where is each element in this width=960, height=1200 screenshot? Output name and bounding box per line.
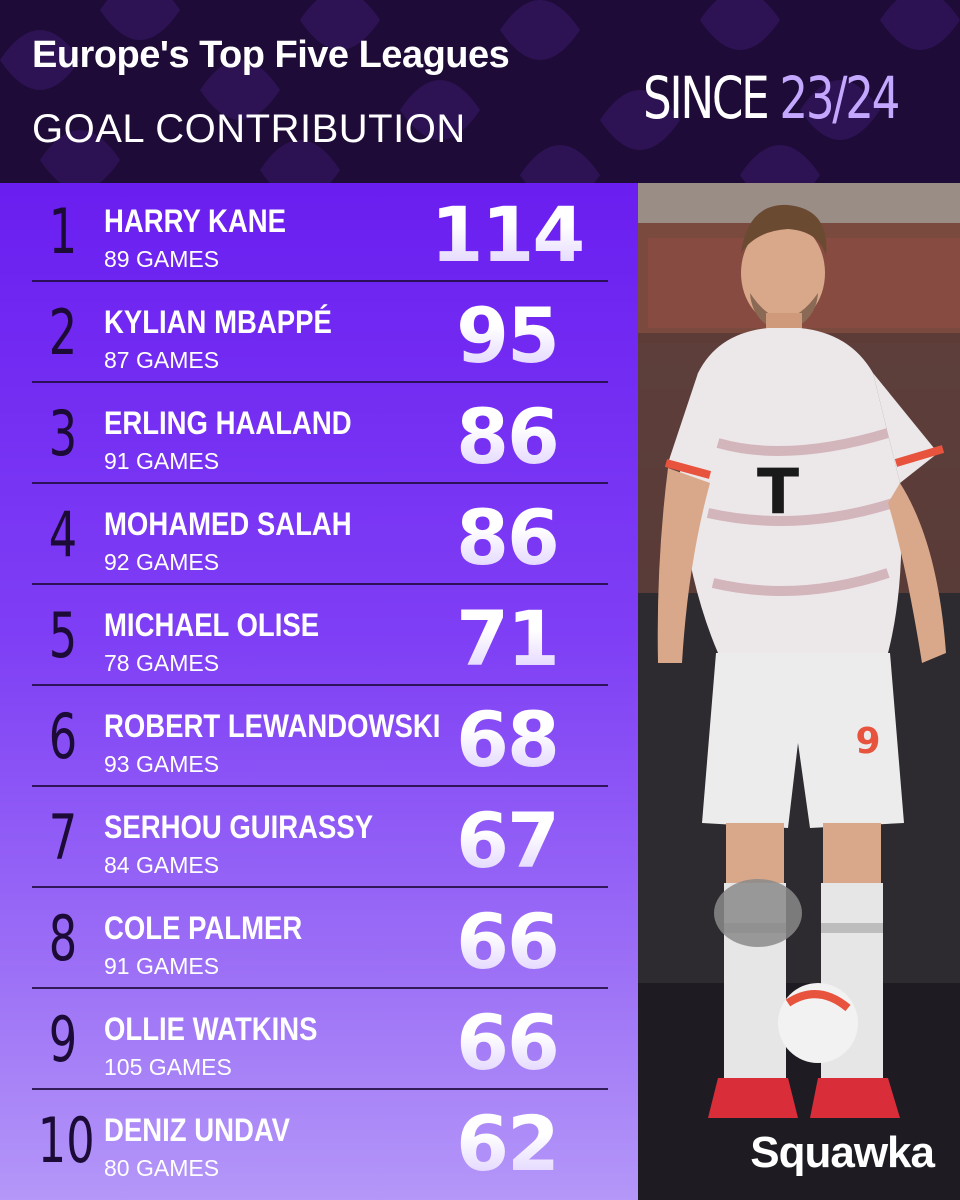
jersey-number: 9	[855, 721, 880, 762]
rank-number: 2	[48, 296, 78, 369]
row-divider	[32, 280, 608, 282]
row-divider	[32, 886, 608, 888]
player-name: COLE PALMER	[104, 910, 303, 946]
since-word: SINCE	[643, 64, 770, 132]
row-divider	[32, 785, 608, 787]
rank-number: 7	[48, 801, 78, 874]
page-title: Europe's Top Five Leagues	[32, 34, 510, 76]
rank-number: 10	[37, 1104, 95, 1177]
sponsor-letter: T	[757, 455, 799, 528]
since-label: SINCE 23/24	[643, 64, 900, 132]
games-count: 78 GAMES	[104, 650, 220, 676]
goal-contribution-value: 68	[412, 694, 602, 786]
list-item: 3 ERLING HAALAND 91 GAMES 86	[0, 385, 638, 484]
header-pattern	[0, 0, 960, 183]
games-count: 89 GAMES	[104, 246, 220, 272]
page-subtitle: GOAL CONTRIBUTION	[32, 107, 466, 151]
brand-logo: Squawka	[750, 1128, 935, 1177]
goal-contribution-value: 86	[412, 492, 602, 584]
row-divider	[32, 987, 608, 989]
games-count: 92 GAMES	[104, 549, 220, 575]
rank-number: 4	[48, 498, 78, 571]
list-item: 6 ROBERT LEWANDOWSKI 93 GAMES 68	[0, 688, 638, 787]
ranking-list: 1 HARRY KANE 89 GAMES 114 2 KYLIAN MBAPP…	[0, 183, 638, 1200]
games-count: 80 GAMES	[104, 1155, 220, 1181]
list-item: 9 OLLIE WATKINS 105 GAMES 66	[0, 991, 638, 1090]
goal-contribution-value: 66	[412, 896, 602, 988]
goal-contribution-value: 86	[412, 391, 602, 483]
player-name: ROBERT LEWANDOWSKI	[104, 708, 441, 744]
goal-contribution-value: 71	[412, 593, 602, 685]
row-divider	[32, 482, 608, 484]
games-count: 105 GAMES	[104, 1054, 232, 1080]
player-name: MOHAMED SALAH	[104, 506, 352, 542]
rank-number: 9	[48, 1003, 78, 1076]
rank-number: 8	[48, 902, 78, 975]
rank-number: 1	[48, 195, 78, 268]
player-name: DENIZ UNDAV	[104, 1112, 291, 1148]
games-count: 91 GAMES	[104, 953, 220, 979]
goal-contribution-value: 62	[412, 1098, 602, 1190]
header: Europe's Top Five Leagues GOAL CONTRIBUT…	[0, 0, 960, 183]
row-divider	[32, 1088, 608, 1090]
list-item: 4 MOHAMED SALAH 92 GAMES 86	[0, 486, 638, 585]
list-item: 5 MICHAEL OLISE 78 GAMES 71	[0, 587, 638, 686]
player-name: HARRY KANE	[104, 203, 286, 239]
player-name: MICHAEL OLISE	[104, 607, 320, 643]
since-season: 23/24	[779, 64, 900, 132]
list-item: 10 DENIZ UNDAV 80 GAMES 62	[0, 1092, 638, 1191]
player-illustration: T 9	[638, 183, 960, 1200]
list-item: 7 SERHOU GUIRASSY 84 GAMES 67	[0, 789, 638, 888]
games-count: 91 GAMES	[104, 448, 220, 474]
goal-contribution-value: 95	[412, 290, 602, 382]
row-divider	[32, 583, 608, 585]
player-photo: T 9 Squawka	[638, 183, 960, 1200]
goal-contribution-value: 67	[412, 795, 602, 887]
row-divider	[32, 684, 608, 686]
player-name: KYLIAN MBAPPÉ	[104, 304, 332, 340]
games-count: 84 GAMES	[104, 852, 220, 878]
rank-number: 6	[48, 700, 78, 773]
rank-number: 5	[48, 599, 78, 672]
list-item: 8 COLE PALMER 91 GAMES 66	[0, 890, 638, 989]
goal-contribution-value: 114	[412, 189, 602, 281]
player-name: SERHOU GUIRASSY	[104, 809, 374, 845]
player-name: OLLIE WATKINS	[104, 1011, 318, 1047]
player-name: ERLING HAALAND	[104, 405, 352, 441]
row-divider	[32, 381, 608, 383]
rank-number: 3	[48, 397, 78, 470]
list-item: 1 HARRY KANE 89 GAMES 114	[0, 183, 638, 282]
list-item: 2 KYLIAN MBAPPÉ 87 GAMES 95	[0, 284, 638, 383]
games-count: 87 GAMES	[104, 347, 220, 373]
games-count: 93 GAMES	[104, 751, 220, 777]
goal-contribution-value: 66	[412, 997, 602, 1089]
